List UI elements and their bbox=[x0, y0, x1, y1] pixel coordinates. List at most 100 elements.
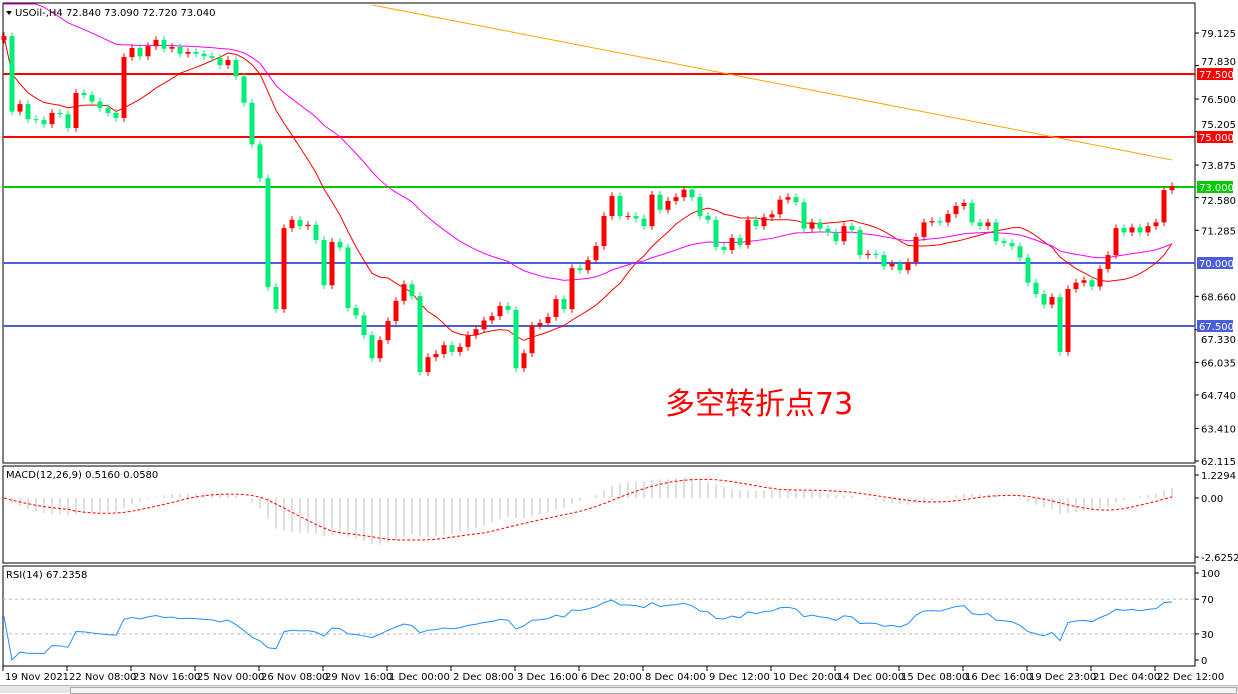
candle-body bbox=[153, 39, 159, 47]
candle-body bbox=[745, 219, 751, 245]
candle-body bbox=[761, 217, 767, 227]
candle-body bbox=[753, 219, 759, 227]
candle-body bbox=[1041, 294, 1047, 305]
ma-slow-line bbox=[4, 3, 1173, 281]
candle-body bbox=[201, 53, 207, 57]
candle-body bbox=[665, 200, 671, 210]
candle-body bbox=[137, 47, 143, 57]
candles bbox=[1, 32, 1175, 376]
time-tick-label: 8 Dec 04:00 bbox=[645, 672, 706, 683]
level-label: 77.500 bbox=[1199, 70, 1234, 81]
horizontal-levels bbox=[3, 73, 1195, 327]
candle-body bbox=[233, 60, 239, 77]
candle-body bbox=[857, 229, 863, 256]
candle-body bbox=[297, 219, 303, 227]
candle-body bbox=[1161, 190, 1167, 223]
candle-body bbox=[193, 51, 199, 54]
candle-body bbox=[121, 57, 127, 118]
level-label-bg bbox=[1197, 181, 1233, 193]
candle-body bbox=[265, 178, 271, 288]
candle-body bbox=[217, 58, 223, 66]
level-label: 67.500 bbox=[1199, 322, 1234, 333]
time-tick-label: 2 Dec 08:00 bbox=[453, 672, 514, 683]
candle-body bbox=[721, 247, 727, 251]
time-tick-label: 16 Dec 16:00 bbox=[965, 672, 1032, 683]
candle-body bbox=[377, 340, 383, 359]
rsi-tick-label: 0 bbox=[1201, 656, 1207, 667]
candle-body bbox=[361, 315, 367, 336]
candle-body bbox=[1001, 241, 1007, 243]
macd-tick-label: 1.2294 bbox=[1201, 471, 1236, 482]
dropdown-triangle-icon[interactable] bbox=[6, 11, 12, 15]
time-tick-label: 22 Dec 12:00 bbox=[1157, 672, 1224, 683]
candle-body bbox=[337, 241, 343, 248]
candle-body bbox=[249, 102, 255, 145]
candle-body bbox=[577, 268, 583, 271]
rsi-label: RSI(14) 67.2358 bbox=[6, 570, 87, 581]
candle-body bbox=[33, 119, 39, 121]
macd-tick-label: -2.6252 bbox=[1201, 553, 1238, 564]
price-tick-label: 79.125 bbox=[1201, 29, 1236, 40]
candle-body bbox=[1105, 255, 1111, 269]
candle-body bbox=[553, 299, 559, 317]
candle-body bbox=[633, 216, 639, 219]
candle-body bbox=[497, 305, 503, 317]
candle-body bbox=[281, 228, 287, 310]
candle-body bbox=[321, 239, 327, 286]
candle-body bbox=[409, 284, 415, 297]
candle-body bbox=[889, 263, 895, 267]
level-label-bg bbox=[1197, 131, 1233, 143]
rsi-tick-label: 100 bbox=[1201, 569, 1220, 580]
candle-body bbox=[305, 224, 311, 227]
rsi-line bbox=[3, 599, 1173, 662]
candle-body bbox=[1129, 227, 1135, 233]
main-pane[interactable] bbox=[2, 2, 1196, 464]
candle-body bbox=[401, 284, 407, 301]
level-labels: 77.500 75.000 73.000 70.000 67.500 bbox=[1197, 68, 1234, 333]
candle-body bbox=[881, 255, 887, 267]
candle-body bbox=[41, 119, 47, 125]
candle-body bbox=[777, 199, 783, 215]
time-tick-label: 25 Nov 00:00 bbox=[197, 672, 264, 683]
candle-body bbox=[625, 216, 631, 218]
candle-body bbox=[1153, 222, 1159, 227]
candle-body bbox=[673, 197, 679, 201]
macd-pane[interactable] bbox=[2, 465, 1196, 564]
candle-body bbox=[1009, 242, 1015, 247]
time-tick-label: 21 Dec 04:00 bbox=[1093, 672, 1160, 683]
time-tick-label: 3 Dec 16:00 bbox=[517, 672, 578, 683]
time-tick-label: 1 Dec 00:00 bbox=[389, 672, 450, 683]
candle-body bbox=[241, 76, 247, 103]
candle-body bbox=[713, 219, 719, 247]
candle-body bbox=[585, 260, 591, 271]
candle-body bbox=[697, 197, 703, 217]
candle-body bbox=[505, 305, 511, 310]
candle-body bbox=[481, 320, 487, 330]
candle-body bbox=[817, 222, 823, 229]
candle-body bbox=[1057, 297, 1063, 352]
rsi-tick-label: 30 bbox=[1201, 630, 1214, 641]
candle-body bbox=[929, 221, 935, 223]
candle-body bbox=[609, 195, 615, 217]
candle-body bbox=[969, 202, 975, 223]
time-tick-label: 19 Dec 23:00 bbox=[1029, 672, 1096, 683]
time-tick-label: 15 Dec 08:00 bbox=[901, 672, 968, 683]
ma-long-line bbox=[371, 4, 1173, 161]
candle-body bbox=[825, 228, 831, 233]
candle-body bbox=[473, 329, 479, 336]
candle-body bbox=[617, 195, 623, 217]
candle-body bbox=[521, 353, 527, 369]
scrollbar-thumb[interactable] bbox=[70, 687, 1237, 694]
candle-body bbox=[961, 202, 967, 206]
price-tick-label: 71.285 bbox=[1201, 226, 1236, 237]
price-tick-label: 76.500 bbox=[1201, 95, 1236, 106]
candle-body bbox=[1145, 226, 1151, 233]
price-tick-label: 66.035 bbox=[1201, 358, 1236, 369]
price-axis: 79.125 77.830 76.500 75.205 73.875 72.580 71.2… bbox=[1195, 29, 1236, 468]
candle-body bbox=[225, 60, 231, 66]
candle-body bbox=[1121, 228, 1127, 233]
rsi-pane[interactable] bbox=[2, 565, 1196, 667]
candle-body bbox=[729, 237, 735, 251]
candle-body bbox=[873, 253, 879, 256]
